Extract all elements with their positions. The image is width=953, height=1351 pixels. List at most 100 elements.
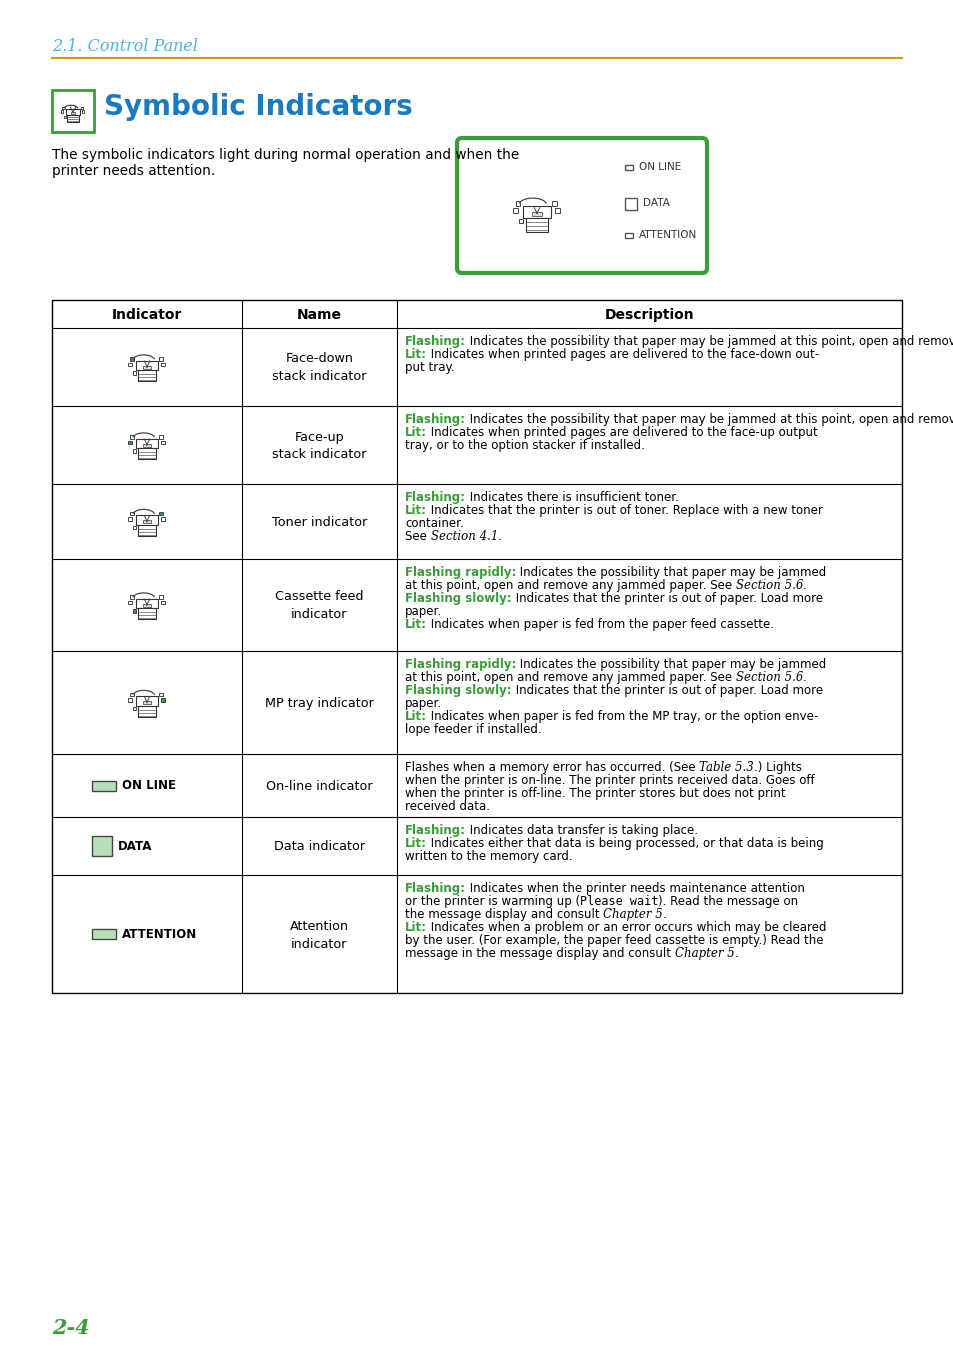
Bar — [71, 112, 75, 115]
Text: Cassette feed
indicator: Cassette feed indicator — [275, 590, 363, 621]
Bar — [143, 604, 151, 607]
Bar — [131, 596, 133, 598]
Text: Indicates the possibility that paper may be jammed: Indicates the possibility that paper may… — [516, 658, 825, 671]
Text: 2-4: 2-4 — [52, 1319, 90, 1337]
Text: at this point, open and remove any jammed paper. See: at this point, open and remove any jamme… — [405, 671, 735, 684]
Bar — [552, 201, 557, 205]
Text: Data indicator: Data indicator — [274, 840, 365, 854]
Text: .: . — [497, 530, 501, 543]
Text: .: . — [734, 947, 738, 961]
Bar — [128, 517, 132, 521]
Bar — [132, 449, 136, 453]
Text: Indicates that the printer is out of paper. Load more: Indicates that the printer is out of pap… — [511, 684, 821, 697]
Text: Chapter 5: Chapter 5 — [602, 908, 662, 921]
Text: Indicator: Indicator — [112, 308, 182, 322]
FancyBboxPatch shape — [456, 138, 706, 273]
Bar — [132, 609, 136, 613]
Bar — [624, 232, 633, 238]
Bar — [624, 199, 637, 209]
Bar — [136, 439, 158, 449]
Bar — [138, 370, 155, 381]
Text: ON LINE: ON LINE — [639, 162, 680, 172]
Bar — [132, 526, 136, 530]
Bar — [624, 165, 633, 170]
Bar — [161, 517, 165, 521]
Bar — [138, 524, 155, 536]
Bar — [68, 115, 78, 122]
Text: Indicates when a problem or an error occurs which may be cleared: Indicates when a problem or an error occ… — [427, 921, 825, 934]
Text: the message display and consult: the message display and consult — [405, 908, 602, 921]
Text: Indicates there is insufficient toner.: Indicates there is insufficient toner. — [465, 490, 679, 504]
Text: Indicates that the printer is out of paper. Load more: Indicates that the printer is out of pap… — [511, 592, 821, 605]
Bar — [159, 596, 162, 598]
Bar — [132, 707, 136, 711]
Text: Please wait: Please wait — [579, 894, 658, 908]
Bar — [513, 208, 517, 213]
Text: .: . — [662, 908, 666, 921]
Text: ON LINE: ON LINE — [122, 780, 175, 792]
Text: Indicates when paper is fed from the MP tray, or the option enve-: Indicates when paper is fed from the MP … — [427, 711, 818, 723]
Text: Lit:: Lit: — [405, 349, 427, 361]
Text: Indicates when the printer needs maintenance attention: Indicates when the printer needs mainten… — [465, 882, 804, 894]
Bar — [136, 598, 158, 608]
Text: DATA: DATA — [118, 839, 152, 852]
Text: Flashing rapidly:: Flashing rapidly: — [405, 658, 516, 671]
Bar — [143, 520, 151, 523]
Text: Indicates data transfer is taking place.: Indicates data transfer is taking place. — [465, 824, 698, 838]
Text: Section 4.1: Section 4.1 — [430, 530, 497, 543]
Bar — [91, 929, 116, 939]
Bar — [131, 435, 133, 439]
Bar — [91, 836, 112, 857]
Text: ). Read the message on: ). Read the message on — [658, 894, 798, 908]
Bar — [516, 201, 520, 205]
Text: Toner indicator: Toner indicator — [272, 516, 367, 530]
Text: Indicates the possibility that paper may be jammed at this point, open and remov: Indicates the possibility that paper may… — [465, 413, 953, 426]
Bar — [82, 111, 84, 112]
Bar — [61, 111, 63, 112]
Text: Lit:: Lit: — [405, 711, 427, 723]
Bar — [128, 363, 132, 366]
Bar — [128, 698, 132, 703]
Text: container.: container. — [405, 517, 463, 530]
Bar — [161, 698, 165, 703]
Bar — [81, 107, 83, 109]
Text: Indicates that the printer is out of toner. Replace with a new toner: Indicates that the printer is out of ton… — [427, 504, 822, 517]
Text: Indicates when printed pages are delivered to the face-up output: Indicates when printed pages are deliver… — [427, 426, 817, 439]
Text: Indicates the possibility that paper may be jammed: Indicates the possibility that paper may… — [516, 566, 825, 580]
Text: when the printer is off-line. The printer stores but does not print: when the printer is off-line. The printe… — [405, 788, 785, 800]
Text: Flashing:: Flashing: — [405, 413, 465, 426]
Text: ATTENTION: ATTENTION — [122, 928, 197, 940]
Text: The symbolic indicators light during normal operation and when the: The symbolic indicators light during nor… — [52, 149, 518, 162]
Bar — [161, 363, 165, 366]
Text: Flashing:: Flashing: — [405, 335, 465, 349]
Bar — [518, 219, 523, 223]
Text: Indicates when paper is fed from the paper feed cassette.: Indicates when paper is fed from the pap… — [427, 617, 773, 631]
Text: Flashing rapidly:: Flashing rapidly: — [405, 566, 516, 580]
Text: Lit:: Lit: — [405, 617, 427, 631]
Text: Name: Name — [296, 308, 341, 322]
Bar — [66, 109, 80, 115]
Bar — [132, 372, 136, 374]
Bar — [63, 107, 65, 109]
Text: Attention
indicator: Attention indicator — [290, 920, 349, 951]
Text: ATTENTION: ATTENTION — [639, 230, 697, 239]
Bar — [138, 608, 155, 619]
Bar — [91, 781, 116, 790]
Bar — [159, 512, 162, 516]
Bar — [136, 697, 158, 705]
Bar — [555, 208, 559, 213]
Bar — [532, 212, 541, 216]
Bar — [143, 366, 151, 369]
Text: at this point, open and remove any jammed paper. See: at this point, open and remove any jamme… — [405, 580, 735, 592]
Text: Flashing slowly:: Flashing slowly: — [405, 592, 511, 605]
Text: Flashing:: Flashing: — [405, 824, 465, 838]
Text: when the printer is on-line. The printer prints received data. Goes off: when the printer is on-line. The printer… — [405, 774, 814, 788]
Text: paper.: paper. — [405, 605, 441, 617]
Bar — [138, 449, 155, 459]
Text: On-line indicator: On-line indicator — [266, 780, 373, 793]
Bar — [131, 512, 133, 516]
Bar — [159, 435, 162, 439]
Text: Flashing:: Flashing: — [405, 490, 465, 504]
Bar — [522, 205, 551, 218]
Text: .: . — [802, 671, 806, 684]
